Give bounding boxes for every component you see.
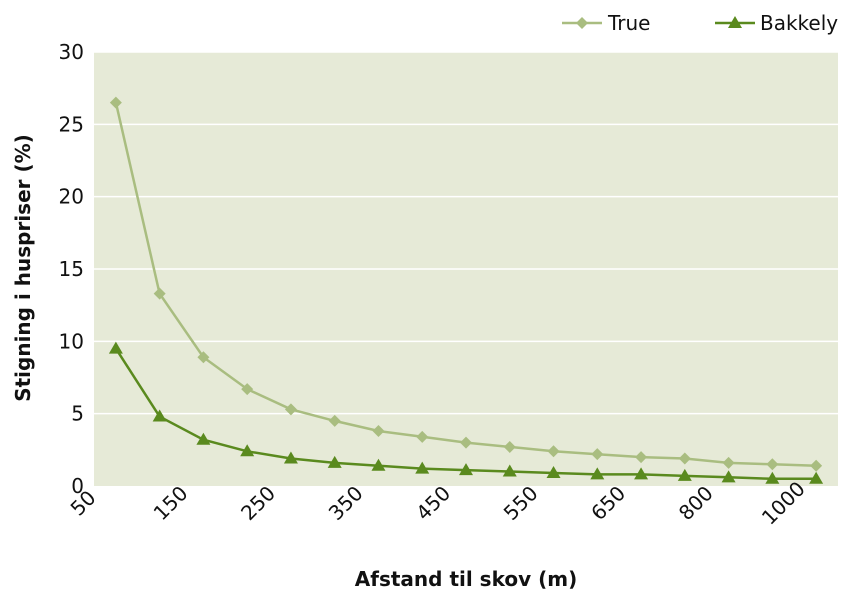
y-tick-label: 25 — [59, 112, 84, 136]
y-axis-title: Stigning i huspriser (%) — [11, 134, 35, 402]
data-point-true — [109, 96, 122, 109]
x-tick-label: 450 — [411, 481, 455, 525]
data-point-bakkely — [546, 465, 561, 478]
y-tick-label: 5 — [71, 402, 84, 426]
data-point-bakkely — [459, 463, 473, 476]
data-point-true — [722, 456, 735, 469]
data-point-true — [241, 383, 254, 396]
data-point-bakkely — [721, 470, 736, 483]
data-point-true — [153, 287, 166, 300]
legend-item-bakkely: Bakkely — [715, 11, 838, 35]
legend: True Bakkely — [562, 11, 838, 35]
x-tick-labels: 50 150 250 350 450 550 650 800 1000 — [66, 477, 810, 530]
data-point-true — [372, 425, 385, 438]
y-tick-label: 10 — [59, 329, 84, 353]
legend-marker-true — [576, 17, 588, 29]
data-point-bakkely — [283, 451, 298, 464]
legend-label-true: True — [607, 11, 650, 35]
data-point-true — [547, 445, 560, 458]
data-point-bakkely — [371, 458, 386, 471]
x-tick-label: 350 — [324, 481, 368, 525]
data-point-bakkely — [765, 471, 780, 484]
x-tick-label: 150 — [149, 481, 193, 525]
data-point-bakkely — [677, 468, 692, 481]
x-axis-title: Afstand til skov (m) — [355, 567, 577, 591]
x-tick-label: 650 — [586, 481, 630, 525]
x-tick-label: 800 — [674, 481, 718, 525]
x-tick-label: 550 — [499, 481, 543, 525]
data-point-true — [635, 451, 648, 464]
data-point-bakkely — [327, 455, 342, 468]
data-point-true — [766, 458, 779, 471]
data-point-true — [810, 459, 823, 472]
y-tick-labels: 0 5 10 15 20 25 30 — [59, 40, 84, 498]
data-point-bakkely — [634, 467, 649, 480]
data-point-true — [503, 440, 516, 453]
legend-marker-bakkely — [728, 16, 742, 28]
data-point-bakkely — [196, 432, 211, 445]
gridlines — [94, 51, 838, 415]
data-point-bakkely — [590, 467, 605, 480]
data-point-bakkely — [415, 461, 430, 474]
legend-label-bakkely: Bakkely — [760, 11, 838, 35]
data-point-true — [284, 403, 297, 416]
legend-item-true: True — [562, 11, 650, 35]
data-point-bakkely — [152, 409, 167, 422]
data-point-bakkely — [809, 471, 824, 484]
data-point-true — [678, 452, 691, 465]
y-tick-label: 0 — [71, 474, 84, 498]
data-point-bakkely — [108, 341, 123, 354]
series-layer — [108, 96, 824, 484]
data-point-true — [591, 448, 604, 461]
x-tick-label: 250 — [236, 481, 280, 525]
data-point-true — [460, 436, 472, 449]
data-point-bakkely — [502, 464, 517, 477]
y-tick-label: 30 — [59, 40, 84, 64]
y-tick-label: 20 — [59, 185, 84, 209]
data-point-true — [328, 414, 341, 427]
y-tick-label: 15 — [59, 257, 84, 281]
data-point-true — [197, 351, 210, 364]
data-point-true — [416, 430, 429, 443]
data-point-bakkely — [240, 444, 255, 457]
